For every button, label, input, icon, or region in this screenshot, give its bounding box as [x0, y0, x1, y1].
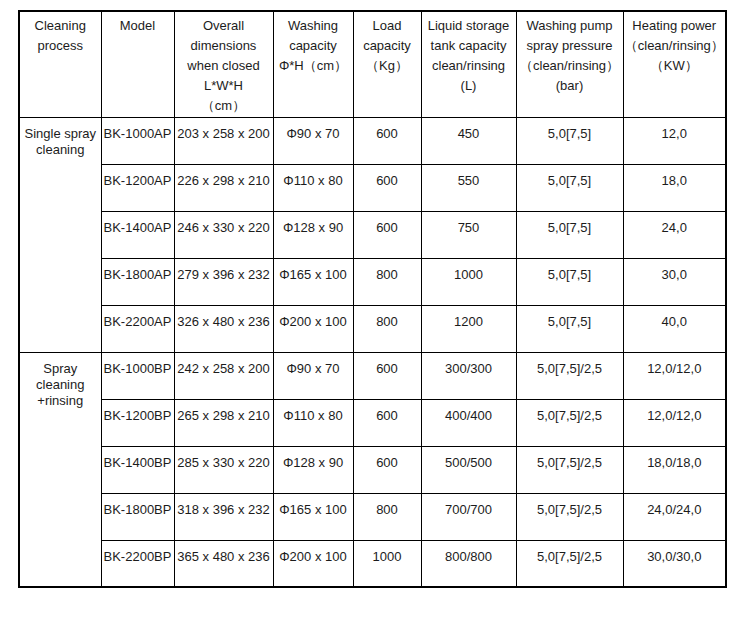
process-group-cell: Single spray cleaning: [19, 117, 101, 352]
table-row: Single spray cleaning BK-1000AP 203 x 25…: [19, 117, 726, 164]
table-row: BK-1400AP 246 x 330 x 220 Φ128 x 90 600 …: [19, 211, 726, 258]
cell-model: BK-1000AP: [101, 117, 174, 164]
header-row: Cleaning process Model Overall dimension…: [19, 11, 726, 117]
cell-heating-power: 18,0/18,0: [623, 446, 726, 493]
cell-model: BK-1800AP: [101, 258, 174, 305]
cell-spray-pressure: 5,0[7,5]/2,5: [516, 446, 623, 493]
cell-model: BK-2200BP: [101, 540, 174, 587]
cell-dimensions: 318 x 396 x 232: [174, 493, 273, 540]
cell-washing-capacity: Φ200 x 100: [273, 540, 353, 587]
cell-washing-capacity: Φ110 x 80: [273, 164, 353, 211]
cell-load-capacity: 600: [353, 164, 421, 211]
cell-load-capacity: 800: [353, 493, 421, 540]
header-washing-capacity: Washing capacity Φ*H（cm）: [273, 11, 353, 117]
cell-tank-capacity: 400/400: [421, 399, 516, 446]
header-dimensions: Overall dimensions when closed L*W*H （cm…: [174, 11, 273, 117]
cell-dimensions: 226 x 298 x 210: [174, 164, 273, 211]
cell-heating-power: 24,0/24,0: [623, 493, 726, 540]
cell-model: BK-1400BP: [101, 446, 174, 493]
cell-tank-capacity: 750: [421, 211, 516, 258]
cell-dimensions: 265 x 298 x 210: [174, 399, 273, 446]
process-group-cell: Spray cleaning +rinsing: [19, 352, 101, 587]
cell-washing-capacity: Φ128 x 90: [273, 446, 353, 493]
cell-heating-power: 12,0/12,0: [623, 352, 726, 399]
cell-spray-pressure: 5,0[7,5]: [516, 305, 623, 352]
cell-tank-capacity: 1000: [421, 258, 516, 305]
cell-model: BK-2200AP: [101, 305, 174, 352]
cell-washing-capacity: Φ110 x 80: [273, 399, 353, 446]
cell-model: BK-1000BP: [101, 352, 174, 399]
cell-dimensions: 242 x 258 x 200: [174, 352, 273, 399]
table-row: BK-1800AP 279 x 396 x 232 Φ165 x 100 800…: [19, 258, 726, 305]
cell-heating-power: 18,0: [623, 164, 726, 211]
cell-spray-pressure: 5,0[7,5]: [516, 164, 623, 211]
cell-washing-capacity: Φ165 x 100: [273, 493, 353, 540]
table-row: BK-2200BP 365 x 480 x 236 Φ200 x 100 100…: [19, 540, 726, 587]
table-row: BK-1800BP 318 x 396 x 232 Φ165 x 100 800…: [19, 493, 726, 540]
table-row: Spray cleaning +rinsing BK-1000BP 242 x …: [19, 352, 726, 399]
cell-heating-power: 30,0: [623, 258, 726, 305]
cell-load-capacity: 1000: [353, 540, 421, 587]
cell-tank-capacity: 800/800: [421, 540, 516, 587]
cell-load-capacity: 800: [353, 258, 421, 305]
cell-spray-pressure: 5,0[7,5]/2,5: [516, 399, 623, 446]
cell-heating-power: 30,0/30,0: [623, 540, 726, 587]
cell-model: BK-1800BP: [101, 493, 174, 540]
cell-washing-capacity: Φ90 x 70: [273, 352, 353, 399]
cell-tank-capacity: 700/700: [421, 493, 516, 540]
cell-load-capacity: 600: [353, 117, 421, 164]
cell-spray-pressure: 5,0[7,5]: [516, 117, 623, 164]
cell-tank-capacity: 550: [421, 164, 516, 211]
cell-model: BK-1400AP: [101, 211, 174, 258]
table-row: BK-2200AP 326 x 480 x 236 Φ200 x 100 800…: [19, 305, 726, 352]
cell-dimensions: 246 x 330 x 220: [174, 211, 273, 258]
spec-table-container: Cleaning process Model Overall dimension…: [18, 10, 727, 588]
cell-washing-capacity: Φ165 x 100: [273, 258, 353, 305]
header-load-capacity: Load capacity （Kg）: [353, 11, 421, 117]
cell-dimensions: 285 x 330 x 220: [174, 446, 273, 493]
cell-heating-power: 40,0: [623, 305, 726, 352]
cell-model: BK-1200AP: [101, 164, 174, 211]
cell-load-capacity: 600: [353, 446, 421, 493]
cell-washing-capacity: Φ200 x 100: [273, 305, 353, 352]
cell-washing-capacity: Φ90 x 70: [273, 117, 353, 164]
cell-load-capacity: 600: [353, 399, 421, 446]
cell-spray-pressure: 5,0[7,5]/2,5: [516, 540, 623, 587]
cell-washing-capacity: Φ128 x 90: [273, 211, 353, 258]
header-heating-power: Heating power （clean/rinsing） （KW）: [623, 11, 726, 117]
cell-tank-capacity: 500/500: [421, 446, 516, 493]
cell-tank-capacity: 300/300: [421, 352, 516, 399]
cell-load-capacity: 800: [353, 305, 421, 352]
spec-table: Cleaning process Model Overall dimension…: [18, 10, 727, 588]
cell-tank-capacity: 1200: [421, 305, 516, 352]
cell-load-capacity: 600: [353, 352, 421, 399]
cell-spray-pressure: 5,0[7,5]: [516, 211, 623, 258]
cell-model: BK-1200BP: [101, 399, 174, 446]
cell-tank-capacity: 450: [421, 117, 516, 164]
cell-spray-pressure: 5,0[7,5]/2,5: [516, 352, 623, 399]
header-tank-capacity: Liquid storage tank capacity clean/rinsi…: [421, 11, 516, 117]
header-spray-pressure: Washing pump spray pressure （clean/rinsi…: [516, 11, 623, 117]
table-row: BK-1200BP 265 x 298 x 210 Φ110 x 80 600 …: [19, 399, 726, 446]
cell-heating-power: 24,0: [623, 211, 726, 258]
cell-dimensions: 326 x 480 x 236: [174, 305, 273, 352]
cell-spray-pressure: 5,0[7,5]: [516, 258, 623, 305]
cell-heating-power: 12,0/12,0: [623, 399, 726, 446]
cell-dimensions: 203 x 258 x 200: [174, 117, 273, 164]
cell-load-capacity: 600: [353, 211, 421, 258]
cell-heating-power: 12,0: [623, 117, 726, 164]
cell-dimensions: 365 x 480 x 236: [174, 540, 273, 587]
header-model: Model: [101, 11, 174, 117]
header-cleaning-process: Cleaning process: [19, 11, 101, 117]
cell-dimensions: 279 x 396 x 232: [174, 258, 273, 305]
table-row: BK-1400BP 285 x 330 x 220 Φ128 x 90 600 …: [19, 446, 726, 493]
cell-spray-pressure: 5,0[7,5]/2,5: [516, 493, 623, 540]
table-row: BK-1200AP 226 x 298 x 210 Φ110 x 80 600 …: [19, 164, 726, 211]
